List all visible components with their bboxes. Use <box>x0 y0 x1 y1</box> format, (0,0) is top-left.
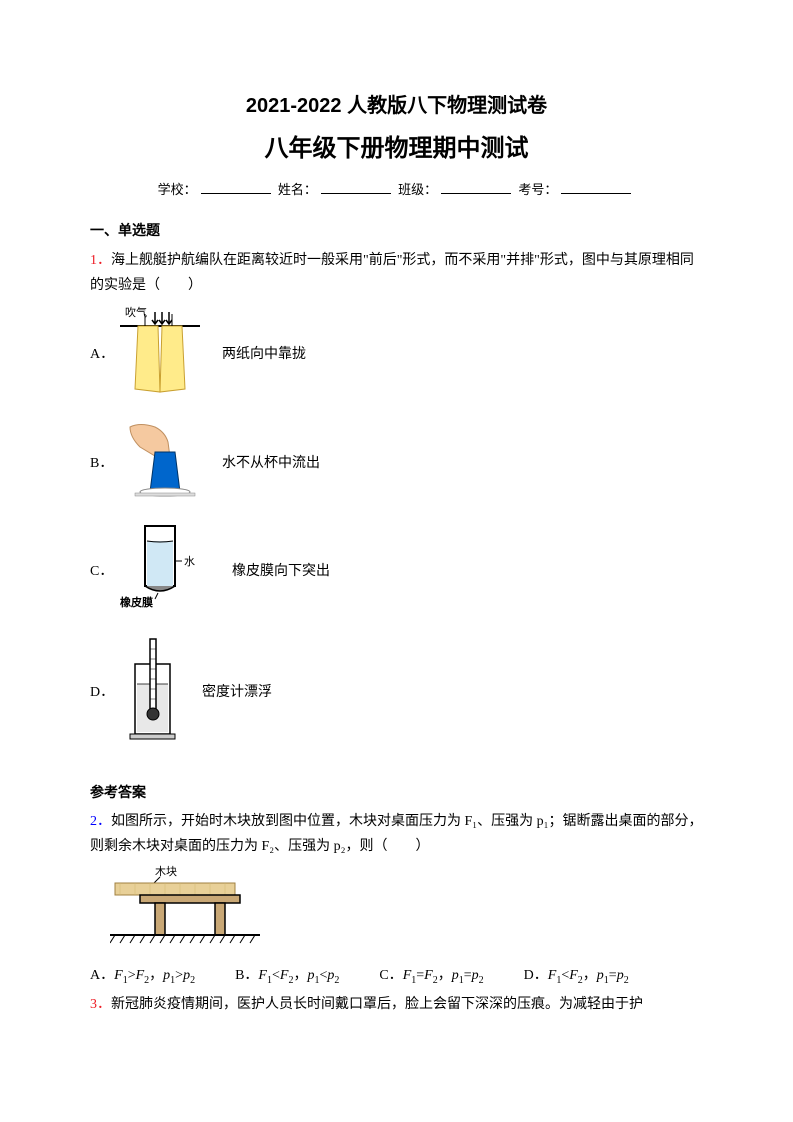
svg-text:木块: 木块 <box>155 865 177 878</box>
q1-c-text: 橡皮膜向下突出 <box>232 561 330 583</box>
q1-b-label: B． <box>90 453 120 475</box>
q1-d-label: D． <box>90 682 120 704</box>
q2-options: A．F1>F2，p1>p2 B．F1<F2，p1<p2 C．F1=F2，p1=p… <box>90 965 703 989</box>
q3-text: 新冠肺炎疫情期间，医护人员长时间戴口罩后，脸上会留下深深的压痕。为减轻由于护 <box>111 997 643 1012</box>
info-line: 学校： 姓名： 班级： 考号： <box>90 180 703 201</box>
section-1-title: 一、单选题 <box>90 221 703 243</box>
q2-image: 木块 <box>110 865 703 958</box>
q2-b: B．F1<F2，p1<p2 <box>235 965 339 989</box>
svg-text:橡皮膜: 橡皮膜 <box>120 595 153 609</box>
school-label: 学校： <box>158 182 197 197</box>
q1-text: 海上舰艇护航编队在距离较近时一般采用"前后"形式，而不采用"并排"形式，图中与其… <box>90 253 694 293</box>
name-label: 姓名： <box>278 182 317 197</box>
q1-option-b: B． 水不从杯中流出 <box>90 417 703 510</box>
answer-label: 参考答案 <box>90 783 703 805</box>
name-blank[interactable] <box>321 193 391 194</box>
q2-c: C．F1=F2，p1=p2 <box>379 965 483 989</box>
class-label: 班级： <box>398 182 437 197</box>
q1-b-image <box>120 417 210 510</box>
q1: 1．海上舰艇护航编队在距离较近时一般采用"前后"形式，而不采用"并排"形式，图中… <box>90 248 703 298</box>
q1-a-label: A． <box>90 344 120 366</box>
q1-number: 1． <box>90 253 111 268</box>
examno-label: 考号： <box>518 182 557 197</box>
q1-d-image <box>120 634 190 752</box>
q1-a-image: 吹气 <box>120 304 210 407</box>
q1-option-d: D． 密度计漂浮 <box>90 634 703 752</box>
examno-blank[interactable] <box>561 193 631 194</box>
svg-text:水: 水 <box>184 555 195 568</box>
sub-title: 八年级下册物理期中测试 <box>90 130 703 168</box>
q3-number: 3． <box>90 997 111 1012</box>
q3: 3．新冠肺炎疫情期间，医护人员长时间戴口罩后，脸上会留下深深的压痕。为减轻由于护 <box>90 992 703 1017</box>
q1-a-text: 两纸向中靠拢 <box>222 344 306 366</box>
q2: 2．如图所示，开始时木块放到图中位置，木块对桌面压力为 F₁、压强为 p₁；锯断… <box>90 809 703 859</box>
class-blank[interactable] <box>441 193 511 194</box>
main-title: 2021-2022 人教版八下物理测试卷 <box>90 90 703 122</box>
q1-c-image: 水 橡皮膜 <box>120 521 220 624</box>
q1-option-c: C． 水 橡皮膜 橡皮膜向下突出 <box>90 521 703 624</box>
q2-a: A．F1>F2，p1>p2 <box>90 965 195 989</box>
school-blank[interactable] <box>201 193 271 194</box>
q1-b-text: 水不从杯中流出 <box>222 453 320 475</box>
q2-number: 2． <box>90 814 111 829</box>
q2-text: 如图所示，开始时木块放到图中位置，木块对桌面压力为 F₁、压强为 p₁；锯断露出… <box>90 814 703 854</box>
q2-d: D．F1<F2，p1=p2 <box>524 965 629 989</box>
q1-d-text: 密度计漂浮 <box>202 682 272 704</box>
q1-c-label: C． <box>90 561 120 583</box>
blow-label: 吹气 <box>125 305 147 319</box>
q1-option-a: A． 吹气 两纸向中靠拢 <box>90 304 703 407</box>
